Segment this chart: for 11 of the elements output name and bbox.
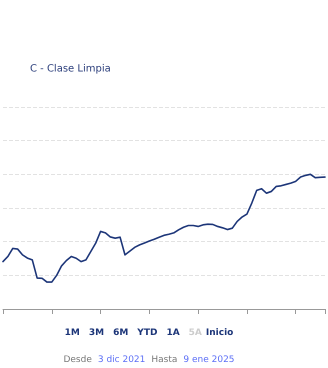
text: 6M (113, 328, 128, 338)
text: Desde (63, 355, 92, 365)
text: 1M (64, 328, 80, 338)
text: C - Clase Limpia (30, 64, 111, 74)
text: 9 ene 2025 (183, 355, 235, 365)
text: 3 dic 2021 (98, 355, 146, 365)
text: YTD (137, 328, 158, 338)
text: 3M (88, 328, 104, 338)
text: Inicio (206, 328, 234, 338)
text: 1A (166, 328, 180, 338)
text: Hasta (151, 355, 178, 365)
